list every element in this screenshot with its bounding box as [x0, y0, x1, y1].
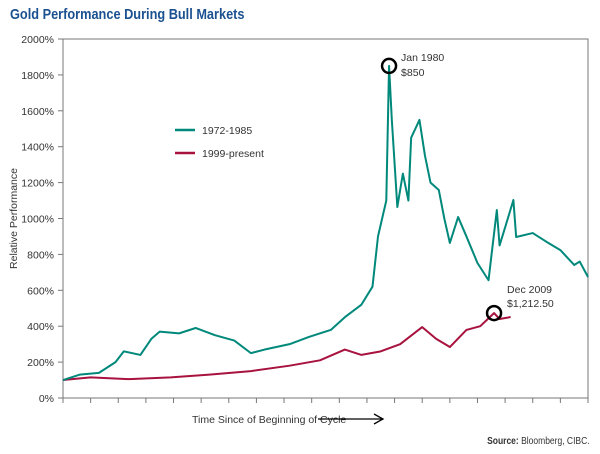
source-text: Bloomberg, CIBC.	[521, 436, 590, 447]
y-tick-label: 1400%	[21, 142, 54, 154]
legend-label: 1972-1985	[202, 125, 252, 137]
annotation-circle	[380, 57, 398, 75]
y-tick-label: 1800%	[21, 70, 54, 82]
annotation-text: Dec 2009	[507, 284, 552, 296]
arrow-right-icon	[373, 413, 385, 425]
source-note: Source: Bloomberg, CIBC.	[487, 436, 590, 447]
y-tick-label: 0%	[39, 393, 54, 405]
annotation-text: $850	[401, 67, 425, 79]
y-axis-label: Relative Performance	[8, 168, 20, 269]
chart-title: Gold Performance During Bull Markets	[10, 6, 245, 23]
y-tick-label: 2000%	[21, 34, 54, 46]
y-tick-label: 800%	[27, 249, 54, 261]
annotation-text: $1,212.50	[507, 298, 554, 310]
y-tick-label: 400%	[27, 321, 54, 333]
plot-frame	[62, 38, 589, 399]
y-tick-label: 1600%	[21, 106, 54, 118]
y-tick-label: 1200%	[21, 178, 54, 190]
y-tick-label: 200%	[27, 357, 54, 369]
legend-label: 1999-present	[202, 148, 264, 160]
y-tick-label: 600%	[27, 285, 54, 297]
annotation-circle	[485, 304, 503, 322]
x-axis-label: Time Since of Beginning of Cycle	[192, 414, 346, 426]
series-line-1999-present	[62, 312, 511, 382]
series-line-1972-1985	[62, 64, 589, 382]
source-label: Source:	[487, 436, 520, 447]
y-tick-label: 1000%	[21, 214, 54, 226]
annotation-text: Jan 1980	[401, 52, 444, 64]
